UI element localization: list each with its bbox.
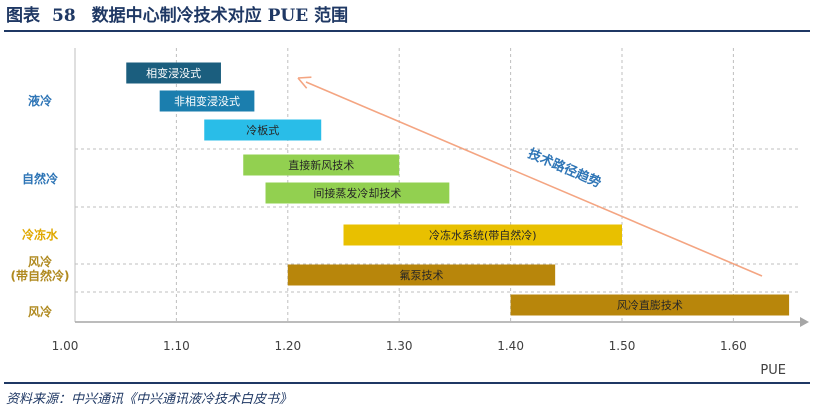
figure-label: 图表 bbox=[6, 6, 40, 26]
range-bar bbox=[343, 224, 622, 246]
x-axis-arrow bbox=[800, 317, 809, 327]
x-axis-label: PUE bbox=[760, 363, 786, 378]
bar-label: 氟泵技术 bbox=[399, 269, 443, 282]
range-bar bbox=[287, 264, 556, 286]
title-rule bbox=[4, 30, 810, 32]
range-bar bbox=[265, 182, 450, 204]
figure-number: 58 bbox=[52, 6, 76, 26]
bar-label: 间接蒸发冷却技术 bbox=[313, 186, 401, 200]
x-tick-label: 1.30 bbox=[386, 339, 413, 353]
x-tick-label: 1.00 bbox=[52, 339, 79, 353]
bar-label: 非相变浸没式 bbox=[174, 94, 240, 108]
group-label: 自然冷 bbox=[22, 171, 58, 186]
group-label: 风冷 bbox=[28, 254, 52, 269]
range-bar bbox=[204, 119, 322, 141]
group-label: 风冷 bbox=[28, 304, 52, 319]
bar-label: 冷板式 bbox=[246, 123, 279, 137]
group-label: 液冷 bbox=[28, 93, 52, 108]
group-label: 冷冻水 bbox=[22, 227, 59, 242]
x-tick-label: 1.40 bbox=[497, 339, 524, 353]
figure-title: 图表 58 数据中心制冷技术对应 PUE 范围 bbox=[6, 4, 348, 28]
source-note: 资料来源：中兴通讯《中兴通讯液冷技术白皮书》 bbox=[6, 392, 293, 407]
bar-label: 直接新风技术 bbox=[288, 158, 354, 172]
figure-title-text: 数据中心制冷技术对应 PUE 范围 bbox=[91, 6, 349, 26]
range-bar bbox=[126, 62, 221, 84]
bar-label: 冷冻水系统(带自然冷) bbox=[429, 228, 537, 242]
trend-label: 技术路径趋势 bbox=[526, 146, 604, 191]
bar-label: 风冷直膨技术 bbox=[617, 298, 683, 312]
source-rule bbox=[4, 382, 810, 384]
x-tick-label: 1.10 bbox=[163, 339, 190, 353]
bar-label: 相变浸没式 bbox=[146, 66, 201, 80]
range-bar bbox=[243, 154, 400, 176]
range-bar bbox=[510, 294, 790, 316]
range-bar bbox=[159, 90, 255, 112]
x-tick-label: 1.60 bbox=[720, 339, 747, 353]
trend-arrow-line bbox=[305, 81, 763, 277]
trend-arrow-head bbox=[297, 76, 312, 89]
group-label: (带自然冷) bbox=[11, 268, 70, 283]
x-tick-label: 1.50 bbox=[609, 339, 636, 353]
x-tick-label: 1.20 bbox=[274, 339, 301, 353]
